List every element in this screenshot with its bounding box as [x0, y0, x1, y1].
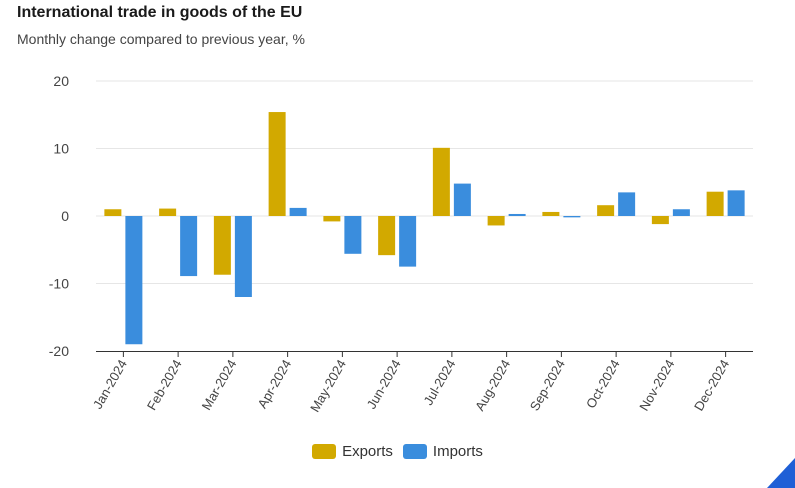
- x-tick-label: Dec-2024: [691, 357, 732, 413]
- bar-exports-mar-2024[interactable]: [213, 216, 231, 275]
- x-tick-label: Jul-2024: [421, 357, 459, 408]
- bar-exports-sep-2024[interactable]: [542, 211, 560, 216]
- bar-chart: 20 10 0 -10 -20 Jan-2024 Feb-2024 Mar-2024 Apr-…: [49, 73, 753, 415]
- legend-swatch-imports: [402, 444, 427, 459]
- legend-swatch-exports: [312, 444, 337, 459]
- x-tick-label: Feb-2024: [144, 357, 185, 413]
- bar-imports-aug-2024[interactable]: [508, 213, 526, 216]
- bar-exports-jun-2024[interactable]: [378, 216, 396, 256]
- bar-exports-dec-2024[interactable]: [706, 191, 724, 216]
- y-tick-label: 20: [53, 73, 69, 89]
- bar-exports-nov-2024[interactable]: [651, 216, 669, 225]
- y-tick-label: -10: [49, 276, 69, 292]
- bar-imports-jan-2024[interactable]: [125, 216, 143, 345]
- legend-label-exports: Exports: [342, 443, 393, 460]
- legend-item-exports[interactable]: Exports: [312, 443, 393, 460]
- x-tick-label: Apr-2024: [254, 357, 294, 411]
- gridlines: [96, 80, 753, 284]
- chart-title: International trade in goods of the EU: [17, 4, 303, 21]
- x-axis-ticks: Jan-2024 Feb-2024 Mar-2024 Apr-2024 May-2024…: [90, 351, 732, 415]
- y-tick-label: 0: [61, 208, 69, 224]
- legend: Exports Imports: [0, 443, 795, 460]
- bar-imports-oct-2024[interactable]: [618, 192, 636, 216]
- y-tick-label: 10: [53, 141, 69, 157]
- bar-imports-may-2024[interactable]: [344, 216, 362, 254]
- bar-imports-apr-2024[interactable]: [289, 207, 307, 216]
- bars: [104, 112, 745, 345]
- bar-exports-jan-2024[interactable]: [104, 209, 122, 216]
- bar-exports-jul-2024[interactable]: [432, 147, 450, 216]
- x-tick-label: Mar-2024: [199, 357, 240, 413]
- x-tick-label: Oct-2024: [583, 357, 623, 411]
- legend-item-imports[interactable]: Imports: [402, 443, 483, 460]
- x-tick-label: Nov-2024: [636, 357, 677, 413]
- bar-imports-feb-2024[interactable]: [180, 216, 198, 277]
- corner-triangle-icon: [767, 458, 795, 488]
- bar-exports-feb-2024[interactable]: [159, 208, 177, 216]
- x-tick-label: Jan-2024: [90, 357, 130, 411]
- bar-exports-may-2024[interactable]: [323, 216, 341, 222]
- x-tick-label: Aug-2024: [472, 357, 513, 413]
- bar-imports-jun-2024[interactable]: [399, 216, 417, 267]
- chart-subtitle: Monthly change compared to previous year…: [17, 31, 305, 47]
- y-tick-label: -20: [49, 343, 69, 359]
- y-axis-ticks: 20 10 0 -10 -20: [49, 73, 69, 359]
- x-tick-label: Jun-2024: [364, 357, 404, 411]
- legend-label-imports: Imports: [432, 443, 483, 460]
- bar-imports-nov-2024[interactable]: [672, 209, 690, 216]
- bar-exports-apr-2024[interactable]: [268, 112, 286, 216]
- bar-imports-jul-2024[interactable]: [453, 183, 471, 216]
- x-tick-label: May-2024: [307, 357, 349, 415]
- bar-exports-aug-2024[interactable]: [487, 216, 505, 226]
- x-tick-label: Sep-2024: [527, 357, 568, 413]
- bar-imports-mar-2024[interactable]: [234, 216, 252, 297]
- bar-exports-oct-2024[interactable]: [597, 205, 615, 216]
- bar-imports-dec-2024[interactable]: [727, 190, 745, 216]
- bar-imports-sep-2024[interactable]: [563, 216, 581, 218]
